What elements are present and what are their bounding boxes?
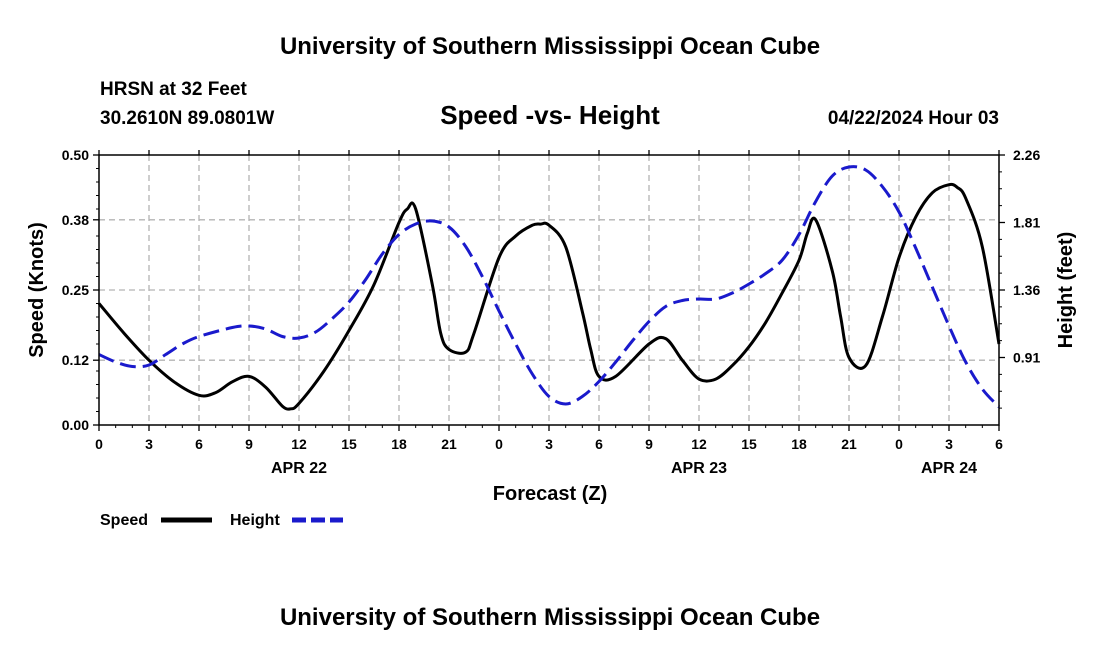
x-axis-label: Forecast (Z)	[493, 483, 607, 505]
x-tick-label: 6	[995, 436, 1003, 452]
footer-title: University of Southern Mississippi Ocean…	[280, 604, 820, 631]
page-title: University of Southern Mississippi Ocean…	[280, 33, 820, 60]
x-tick-label: 12	[691, 436, 707, 452]
legend: Speed Height	[100, 512, 343, 529]
grid-lines	[99, 155, 999, 425]
station-label: HRSN at 32 Feet	[100, 79, 247, 100]
y-left-tick-label: 0.12	[62, 352, 89, 368]
x-tick-label: 0	[95, 436, 103, 452]
x-tick-label: 6	[195, 436, 203, 452]
speed-series-line	[97, 182, 1001, 411]
y-axis-left-label: Speed (Knots)	[26, 222, 48, 358]
date-label: APR 22	[271, 460, 327, 477]
x-tick-label: 21	[841, 436, 857, 452]
x-tick-label: 3	[545, 436, 553, 452]
date-label: APR 24	[921, 460, 977, 477]
y-right-tick-label: 0.91	[1013, 350, 1040, 366]
x-tick-label: 15	[341, 436, 357, 452]
y-left-tick-label: 0.25	[62, 282, 89, 298]
x-tick-label: 0	[495, 436, 503, 452]
y-right-tick-label: 1.81	[1013, 215, 1040, 231]
x-tick-label: 0	[895, 436, 903, 452]
chart-title: Speed -vs- Height	[440, 100, 660, 130]
x-tick-label: 18	[791, 436, 807, 452]
x-tick-label: 15	[741, 436, 757, 452]
x-tick-label: 18	[391, 436, 407, 452]
x-tick-label: 6	[595, 436, 603, 452]
axes-group: 0 3 6 9 12 15 18 21 0 3 6 9 12 15 18 21 0 3 6 APR 22 APR 23 A…	[62, 147, 1041, 477]
y-axis-right-label: Height (feet)	[1055, 232, 1077, 349]
series-group	[97, 165, 1001, 411]
x-tick-label: 9	[245, 436, 253, 452]
height-series-line	[98, 165, 1001, 409]
y-left-tick-label: 0.38	[62, 212, 89, 228]
y-left-tick-label: 0.00	[62, 417, 89, 433]
y-right-tick-label: 1.36	[1013, 282, 1040, 298]
x-tick-label: 9	[645, 436, 653, 452]
legend-height-label: Height	[230, 512, 280, 529]
x-tick-label: 3	[945, 436, 953, 452]
y-right-tick-label: 2.26	[1013, 147, 1040, 163]
y-left-tick-label: 0.50	[62, 147, 89, 163]
date-label: APR 23	[671, 460, 727, 477]
x-tick-label: 12	[291, 436, 307, 452]
x-tick-label: 21	[441, 436, 457, 452]
timestamp-label: 04/22/2024 Hour 03	[828, 108, 999, 129]
x-tick-label: 3	[145, 436, 153, 452]
coordinates-label: 30.2610N 89.0801W	[100, 108, 274, 129]
legend-speed-label: Speed	[100, 512, 148, 529]
